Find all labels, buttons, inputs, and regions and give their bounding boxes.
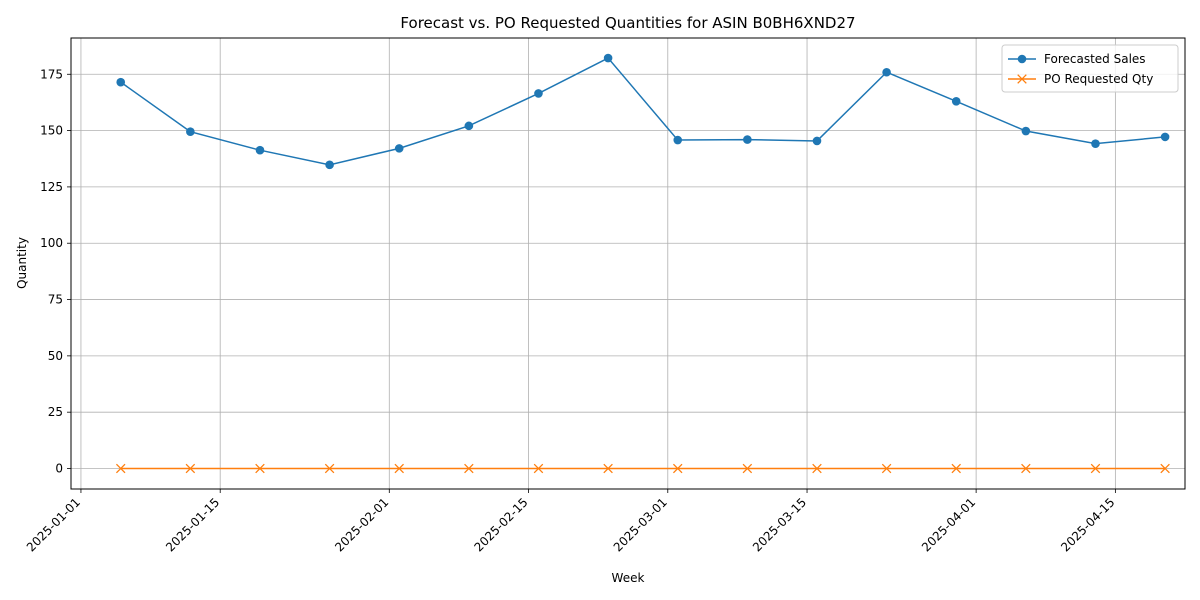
data-point: [1091, 139, 1100, 148]
data-point: [881, 463, 892, 474]
data-point: [812, 463, 822, 474]
data-point: [603, 53, 613, 63]
series-line: [120, 57, 1166, 166]
data-point: [394, 463, 404, 474]
data-point: [325, 160, 334, 170]
series-po-requested-qty: [115, 463, 1170, 474]
y-tick-label: 0: [55, 462, 63, 476]
y-tick-label: 175: [40, 67, 63, 81]
data-point: [743, 135, 752, 144]
data-point: [255, 463, 265, 474]
data-point: [1160, 463, 1170, 474]
data-point: [1021, 463, 1031, 474]
y-tick-label: 150: [40, 124, 63, 138]
y-axis-ticks: 0 25 50 75 100 125 150 175: [40, 67, 71, 476]
data-point: [1090, 463, 1101, 474]
legend-box: [1001, 44, 1179, 93]
data-point: [673, 135, 683, 145]
data-point: [1160, 132, 1170, 142]
data-point: [882, 67, 891, 77]
x-axis-label: Week: [612, 571, 645, 585]
plot-frame: [70, 37, 1186, 490]
data-point: [186, 127, 195, 137]
data-point: [1021, 126, 1031, 136]
y-axis-label: Quantity: [15, 237, 29, 289]
data-point: [533, 463, 544, 474]
data-point: [742, 463, 753, 474]
data-point: [324, 463, 335, 474]
y-tick-label: 75: [48, 293, 63, 307]
series-layer: [115, 53, 1170, 474]
legend-marker: [1017, 74, 1027, 84]
y-tick-label: 100: [40, 236, 63, 250]
data-point: [464, 463, 474, 474]
data-point: [534, 89, 543, 98]
legend-label: Forecasted Sales: [1044, 52, 1146, 66]
legend: Forecasted Sales PO Requested Qty: [1001, 44, 1179, 93]
data-point: [812, 136, 822, 146]
series-forecasted-sales: [116, 53, 1170, 170]
data-point: [115, 463, 126, 474]
y-tick-label: 125: [40, 180, 63, 194]
y-tick-label: 25: [48, 405, 63, 419]
chart-title: Forecast vs. PO Requested Quantities for…: [400, 14, 855, 32]
legend-entry: PO Requested Qty: [1008, 72, 1153, 86]
data-point: [951, 97, 961, 106]
legend-entry: Forecasted Sales: [1008, 52, 1146, 66]
data-point: [464, 121, 474, 131]
y-tick-label: 50: [48, 349, 63, 363]
data-point: [185, 463, 196, 474]
data-point: [672, 463, 683, 474]
legend-marker: [1017, 54, 1027, 64]
legend-label: PO Requested Qty: [1044, 72, 1153, 86]
data-point: [116, 77, 126, 87]
data-point: [255, 145, 265, 155]
data-point: [951, 463, 961, 474]
data-point: [603, 463, 613, 474]
data-point: [394, 144, 404, 153]
